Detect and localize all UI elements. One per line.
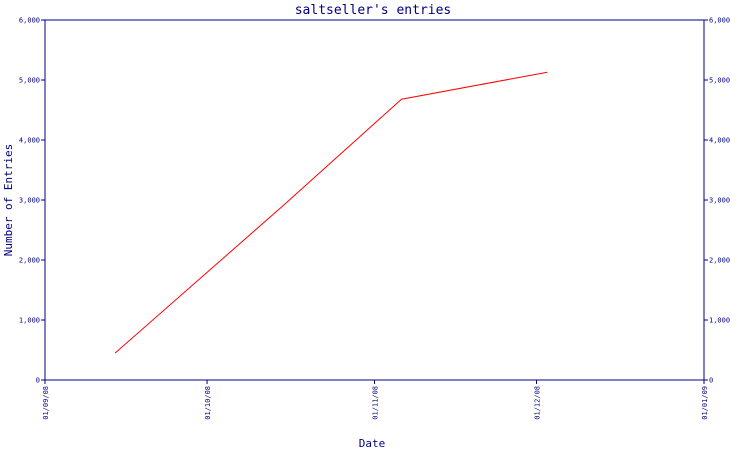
y-tick-label-left: 3,000	[19, 197, 40, 205]
y-tick-label-right: 3,000	[709, 197, 730, 205]
y-tick-label-right: 0	[709, 377, 713, 385]
y-axis-label: Number of Entries	[2, 144, 15, 257]
series-line	[114, 71, 548, 354]
y-tick-label-left: 0	[36, 377, 40, 385]
y-tick-label-right: 6,000	[709, 17, 730, 25]
x-tick-label: 01/10/08	[204, 386, 212, 420]
y-tick-label-right: 5,000	[709, 77, 730, 85]
x-axis-label: Date	[359, 437, 386, 450]
plot-frame	[44, 19, 705, 381]
x-tick-label: 01/12/08	[534, 386, 542, 420]
chart-title: saltseller's entries	[295, 3, 452, 18]
y-tick-label-left: 5,000	[19, 77, 40, 85]
y-tick-label-left: 6,000	[19, 17, 40, 25]
y-tick-label-right: 1,000	[709, 317, 730, 325]
y-tick-label-left: 4,000	[19, 137, 40, 145]
y-tick-label-left: 1,000	[19, 317, 40, 325]
y-tick-label-left: 2,000	[19, 257, 40, 265]
y-tick-label-right: 4,000	[709, 137, 730, 145]
x-tick-label: 01/11/08	[372, 386, 380, 420]
x-tick-label: 01/01/09	[701, 386, 709, 420]
y-tick-label-right: 2,000	[709, 257, 730, 265]
x-tick-label: 01/09/08	[42, 386, 50, 420]
